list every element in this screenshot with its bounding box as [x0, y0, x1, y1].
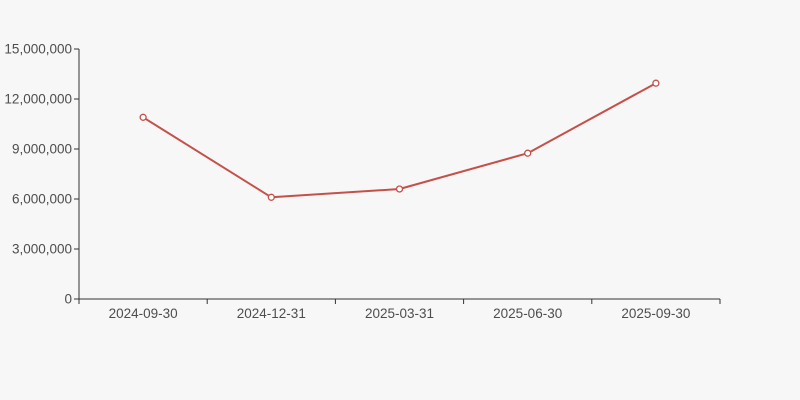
y-tick-label: 12,000,000 [4, 92, 72, 107]
x-tick-label: 2025-09-30 [621, 306, 690, 321]
y-tick-label: 3,000,000 [12, 242, 72, 257]
y-tick-label: 0 [64, 292, 72, 307]
data-point-marker[interactable] [395, 185, 404, 193]
data-point-marker[interactable] [267, 193, 275, 201]
x-tick-label: 2024-09-30 [109, 306, 178, 321]
y-tick-label: 9,000,000 [12, 142, 72, 157]
y-tick-label: 6,000,000 [12, 192, 72, 207]
x-tick-label: 2025-03-31 [365, 306, 434, 321]
x-tick-label: 2025-06-30 [493, 306, 562, 321]
y-tick-label: 15,000,000 [4, 42, 72, 57]
series-line [142, 82, 657, 199]
data-point-marker[interactable] [652, 79, 660, 87]
x-tick-label: 2024-12-31 [237, 306, 306, 321]
data-point-marker[interactable] [524, 149, 532, 157]
data-point-marker[interactable] [139, 113, 147, 121]
